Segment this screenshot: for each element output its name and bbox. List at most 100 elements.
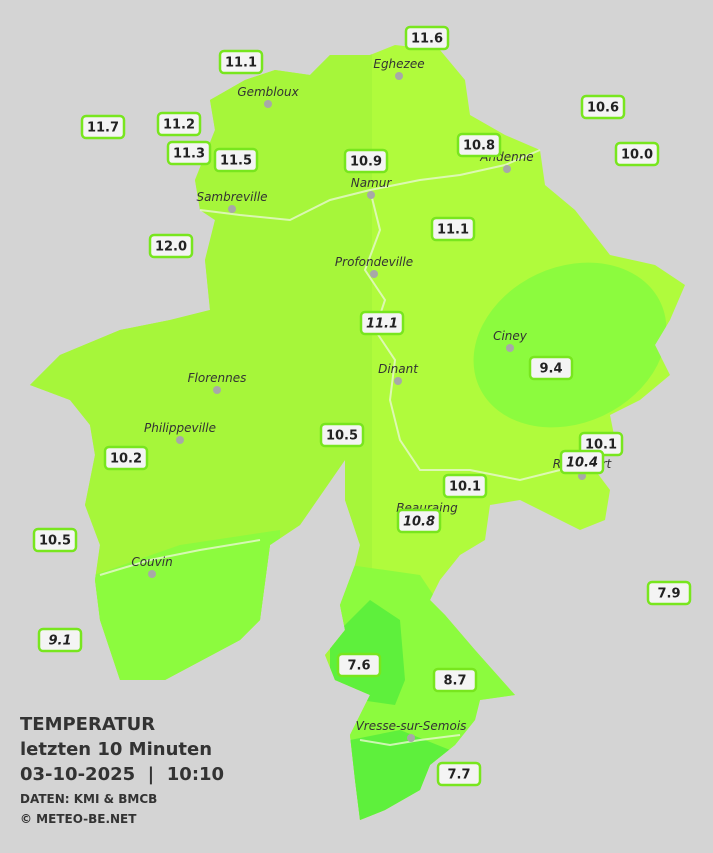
town-dot bbox=[213, 386, 221, 394]
reading-value: 11.7 bbox=[87, 121, 119, 136]
reading-value: 10.9 bbox=[350, 155, 382, 170]
reading: 7.9 bbox=[646, 580, 692, 606]
reading-box bbox=[456, 132, 502, 158]
reading-value: 10.8 bbox=[463, 139, 495, 154]
reading: 10.5 bbox=[319, 422, 365, 448]
town-dot bbox=[228, 205, 236, 213]
town-dot bbox=[264, 100, 272, 108]
reading: 10.8 bbox=[396, 508, 442, 534]
rivers bbox=[99, 149, 561, 747]
reading-box bbox=[213, 147, 259, 173]
reading: 10.0 bbox=[614, 141, 660, 167]
reading: 9.4 bbox=[528, 355, 574, 381]
reading-box bbox=[166, 140, 212, 166]
reading-box bbox=[614, 141, 660, 167]
reading-value: 11.1 bbox=[366, 317, 398, 332]
town-name: Ciney bbox=[493, 329, 528, 343]
reading-value: 11.6 bbox=[411, 32, 443, 47]
reading-value: 10.2 bbox=[110, 452, 142, 467]
reading-box bbox=[359, 310, 405, 336]
reading: 10.4 bbox=[559, 449, 605, 475]
reading: 11.1 bbox=[430, 216, 476, 242]
reading: 7.7 bbox=[436, 761, 482, 787]
reading-box bbox=[442, 473, 488, 499]
town-dot bbox=[394, 377, 402, 385]
legend-copyright: © METEO-BE.NET bbox=[20, 812, 137, 826]
reading: 10.5 bbox=[32, 527, 78, 553]
town-dot bbox=[367, 191, 375, 199]
reading-box bbox=[148, 233, 194, 259]
town-name: Dinant bbox=[378, 362, 419, 376]
reading-box bbox=[430, 216, 476, 242]
reading-value: 11.3 bbox=[173, 147, 205, 162]
reading-box bbox=[580, 94, 626, 120]
town-dot bbox=[503, 165, 511, 173]
legend-source: DATEN: KMI & BMCB bbox=[20, 792, 157, 806]
reading-box bbox=[80, 114, 126, 140]
reading-value: 11.5 bbox=[220, 154, 252, 169]
reading-box bbox=[404, 25, 450, 51]
reading-box bbox=[528, 355, 574, 381]
reading: 10.9 bbox=[343, 148, 389, 174]
reading-value: 11.2 bbox=[163, 118, 195, 133]
town-dot bbox=[407, 734, 415, 742]
town-dot bbox=[506, 344, 514, 352]
reading: 11.7 bbox=[80, 114, 126, 140]
reading-box bbox=[32, 527, 78, 553]
legend: TEMPERATUR letzten 10 Minuten 03-10-2025… bbox=[20, 714, 224, 826]
reading-box bbox=[559, 449, 605, 475]
reading: 10.2 bbox=[103, 445, 149, 471]
legend-timestamp: 03-10-2025 | 10:10 bbox=[20, 764, 224, 785]
town-name: Profondeville bbox=[335, 255, 413, 269]
reading: 8.7 bbox=[432, 667, 478, 693]
legend-period: letzten 10 Minuten bbox=[20, 739, 212, 760]
reading: 11.3 bbox=[166, 140, 212, 166]
reading-value: 11.1 bbox=[225, 56, 257, 71]
reading-value: 8.7 bbox=[443, 674, 466, 689]
reading-box bbox=[396, 508, 442, 534]
reading-box bbox=[436, 761, 482, 787]
reading: 10.1 bbox=[442, 473, 488, 499]
reading-box bbox=[432, 667, 478, 693]
town-dot bbox=[148, 570, 156, 578]
town-name: Gembloux bbox=[237, 85, 299, 99]
reading-value: 11.1 bbox=[437, 223, 469, 238]
reading: 7.6 bbox=[336, 652, 382, 678]
readings: 11.6 11.1 10.6 11.7 11.2 10.8 11.3 11.5 10.9 10.0… bbox=[32, 25, 692, 787]
reading-value: 7.7 bbox=[447, 768, 470, 783]
town-name: Eghezee bbox=[373, 57, 424, 71]
reading-value: 10.1 bbox=[449, 480, 481, 495]
reading-value: 10.5 bbox=[39, 534, 71, 549]
reading-box bbox=[343, 148, 389, 174]
reading-box bbox=[37, 627, 83, 653]
reading-box bbox=[319, 422, 365, 448]
reading: 11.1 bbox=[359, 310, 405, 336]
reading-value: 7.9 bbox=[657, 587, 680, 602]
town-name: Florennes bbox=[188, 371, 247, 385]
town-dot bbox=[370, 270, 378, 278]
town-name: Namur bbox=[351, 176, 393, 190]
town-dot bbox=[176, 436, 184, 444]
reading: 10.8 bbox=[456, 132, 502, 158]
reading: 11.5 bbox=[213, 147, 259, 173]
reading-box bbox=[103, 445, 149, 471]
town-name: Philippeville bbox=[144, 421, 216, 435]
reading-box bbox=[646, 580, 692, 606]
reading-value: 10.5 bbox=[326, 429, 358, 444]
reading: 12.0 bbox=[148, 233, 194, 259]
reading: 11.6 bbox=[404, 25, 450, 51]
reading-value: 10.4 bbox=[566, 456, 598, 471]
reading: 11.1 bbox=[218, 49, 264, 75]
reading-box bbox=[336, 652, 382, 678]
reading-value: 10.1 bbox=[585, 438, 617, 453]
reading-box bbox=[156, 111, 202, 137]
reading-value: 7.6 bbox=[347, 659, 370, 674]
reading: 11.2 bbox=[156, 111, 202, 137]
town-name: Sambreville bbox=[196, 190, 267, 204]
reading-value: 12.0 bbox=[155, 240, 187, 255]
reading-value: 10.6 bbox=[587, 101, 619, 116]
reading-value: 9.4 bbox=[539, 362, 562, 377]
reading-value: 10.8 bbox=[403, 515, 435, 530]
reading: 10.6 bbox=[580, 94, 626, 120]
